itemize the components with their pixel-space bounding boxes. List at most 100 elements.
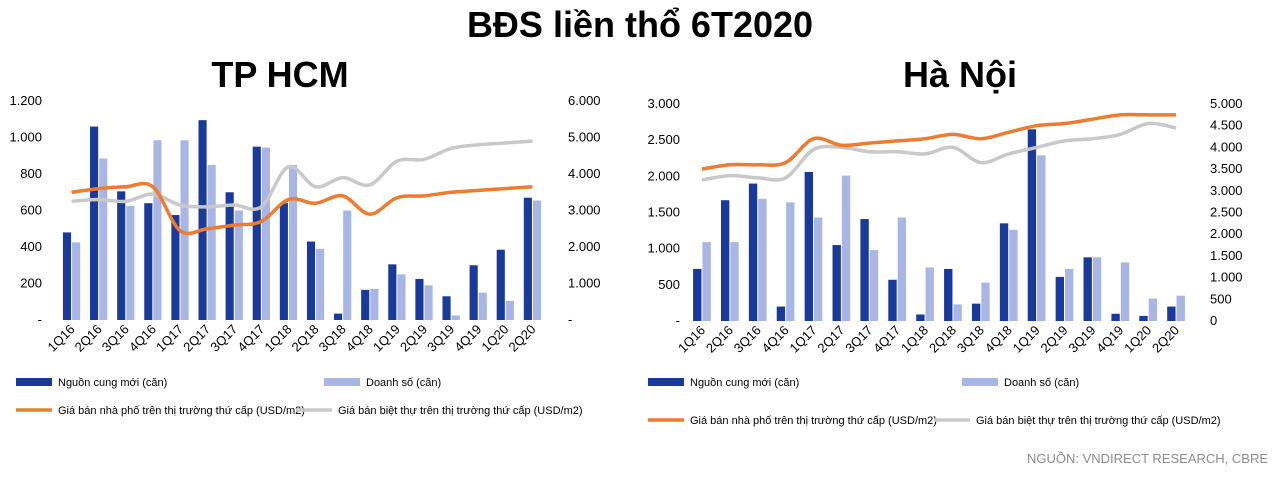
line-villa-price (71, 139, 533, 212)
x-tick-label: 2Q20 (505, 322, 538, 355)
legend-label-sales: Doanh số (căn) (366, 377, 441, 389)
x-tick-label: 2Q16 (72, 322, 105, 355)
bar-sales (1037, 155, 1046, 321)
x-tick-label: 1Q18 (261, 322, 294, 355)
bar-supply (1139, 315, 1148, 321)
page-title: BĐS liền thổ 6T2020 (466, 4, 814, 45)
bar-supply (90, 126, 99, 320)
bar-supply (144, 203, 153, 320)
y2-tick-label: 2.500 (1210, 205, 1243, 220)
bar-supply (523, 197, 532, 320)
y2-tick-label: 4.000 (568, 166, 601, 181)
bar-sales (1120, 262, 1130, 321)
chart-title-hanoi: Hà Nội (902, 54, 1017, 95)
line-villa-price (701, 121, 1177, 182)
y2-tick-label: 4.000 (1210, 139, 1243, 154)
y2-tick-label: 6.000 (568, 93, 601, 108)
bar-sales (261, 147, 270, 320)
source-note: NGUỒN: VNDIRECT RESEARCH, CBRE (1026, 451, 1268, 466)
bar-sales (72, 242, 81, 320)
bar-supply (693, 268, 702, 321)
bar-supply (1167, 306, 1176, 321)
bar-supply (388, 264, 397, 320)
x-tick-label: 1Q18 (898, 323, 931, 356)
legend-label-villa: Giá bán biệt thự trên thị trường thứ cấp… (976, 415, 1221, 427)
y2-tick-label: 3.000 (568, 203, 601, 218)
line-townhouse-price (71, 181, 533, 236)
x-tick-label: 4Q17 (234, 322, 267, 355)
bar-supply (496, 249, 505, 320)
bar-sales (370, 288, 379, 320)
bar-supply (334, 313, 343, 320)
x-tick-label: 1Q19 (370, 322, 403, 355)
y2-tick-label: 0 (1210, 313, 1217, 328)
bar-supply (117, 191, 126, 320)
bar-supply (860, 219, 869, 321)
bar-supply (720, 200, 730, 321)
bar-sales (397, 274, 406, 320)
y-tick-label: 200 (20, 276, 42, 291)
y2-tick-label: 1.500 (1210, 248, 1243, 263)
bar-sales (869, 250, 879, 321)
legend-label-sales: Doanh số (căn) (1004, 377, 1079, 389)
bar-supply (916, 314, 925, 321)
x-tick-label: 3Q16 (731, 323, 764, 356)
x-tick-label: 2Q17 (814, 323, 847, 356)
y-tick-label: 1.500 (647, 205, 680, 220)
legend-swatch-sales (962, 378, 998, 386)
bar-supply (442, 296, 451, 320)
bar-supply (198, 120, 207, 320)
bar-supply (832, 245, 841, 321)
x-tick-label: 4Q18 (982, 323, 1015, 356)
bar-sales (288, 164, 298, 320)
bar-sales (786, 202, 795, 321)
y2-tick-label: 2.000 (568, 239, 601, 254)
bar-sales (730, 242, 739, 321)
bar-sales (1065, 268, 1074, 321)
bar-sales (1176, 295, 1185, 321)
bar-sales (1009, 229, 1018, 321)
bar-sales (925, 267, 934, 321)
bar-sales (234, 210, 243, 320)
x-tick-label: 2Q16 (703, 323, 736, 356)
x-tick-label: 1Q19 (1010, 323, 1043, 356)
legend-swatch-supply (16, 378, 52, 386)
y2-tick-label: - (568, 312, 572, 327)
bar-supply (1111, 313, 1120, 321)
bar-sales (702, 242, 711, 321)
bar-sales (981, 282, 990, 321)
x-tick-label: 3Q17 (207, 322, 240, 355)
x-tick-label: 3Q19 (424, 322, 457, 355)
x-tick-label: 3Q19 (1065, 323, 1098, 356)
bar-supply (748, 183, 758, 321)
y2-tick-label: 3.500 (1210, 161, 1243, 176)
bar-supply (944, 268, 953, 321)
x-tick-label: 4Q17 (870, 323, 903, 356)
y2-tick-label: 5.000 (1210, 96, 1243, 111)
bar-sales (1092, 257, 1102, 321)
x-tick-label: 2Q18 (926, 323, 959, 356)
x-tick-label: 1Q16 (45, 322, 78, 355)
x-tick-label: 1Q17 (153, 322, 186, 355)
x-tick-label: 3Q18 (954, 323, 987, 356)
bar-sales (897, 217, 907, 321)
y-tick-label: 600 (20, 203, 42, 218)
bar-supply (306, 241, 316, 320)
y2-tick-label: 1.000 (1210, 270, 1243, 285)
x-tick-label: 3Q18 (316, 322, 349, 355)
y-tick-label: 2.500 (647, 132, 680, 147)
bar-sales (451, 315, 460, 320)
bar-supply (1027, 129, 1037, 321)
bar-supply (971, 303, 981, 321)
x-tick-label: 2Q18 (289, 322, 322, 355)
bar-supply (361, 289, 370, 320)
x-tick-label: 2Q19 (1038, 323, 1071, 356)
bar-supply (469, 265, 478, 320)
x-tick-label: 1Q20 (1121, 323, 1154, 356)
bar-sales (505, 300, 514, 320)
bar-sales (153, 140, 162, 320)
bar-supply (1055, 276, 1064, 321)
x-tick-label: 4Q18 (343, 322, 376, 355)
bar-supply (888, 279, 897, 321)
